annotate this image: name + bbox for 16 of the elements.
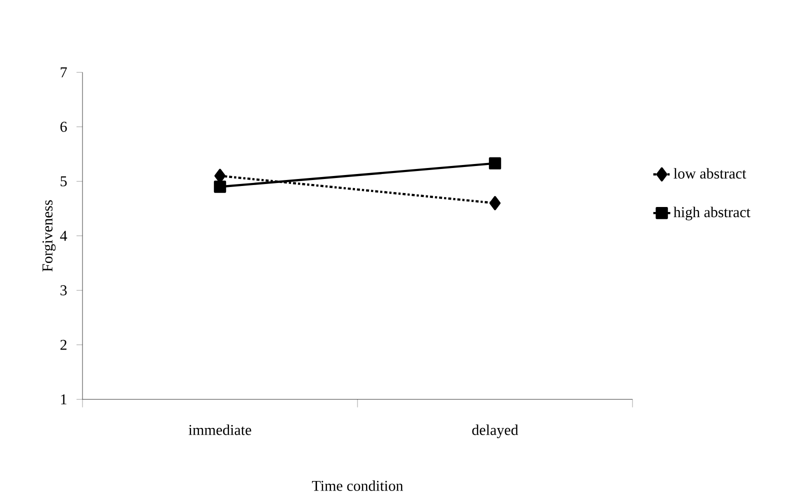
y-tick-label: 3 — [60, 285, 67, 296]
y-tick-label: 7 — [60, 67, 67, 78]
legend-label: low abstract — [674, 168, 746, 179]
x-axis-title: Time condition — [312, 480, 404, 491]
y-tick-label: 4 — [60, 230, 68, 241]
x-tick-label: delayed — [472, 424, 518, 438]
y-tick-label: 1 — [61, 394, 66, 404]
y-tick-label: 2 — [60, 340, 66, 350]
y-tick-label: 5 — [60, 176, 67, 186]
x-tick-label: immediate — [188, 424, 252, 436]
legend-label: high abstract — [674, 206, 750, 220]
y-axis-title: Forgiveness — [42, 200, 56, 272]
point — [214, 180, 226, 193]
point — [489, 196, 501, 210]
point — [488, 157, 502, 170]
y-tick-label: 6 — [60, 122, 67, 132]
